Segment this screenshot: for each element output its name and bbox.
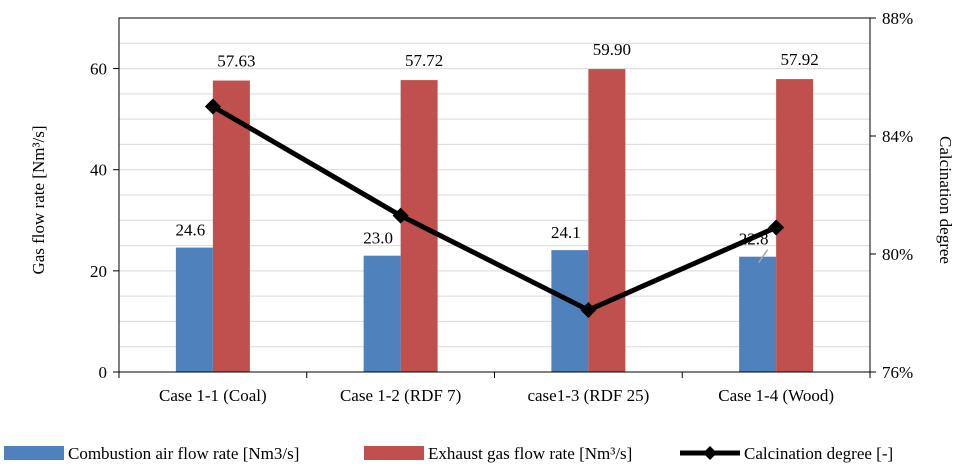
bar bbox=[776, 79, 814, 373]
y-tick-label: 0 bbox=[99, 363, 108, 382]
bar-data-label: 24.6 bbox=[176, 221, 206, 240]
x-tick-label: case1-3 (RDF 25) bbox=[527, 386, 649, 405]
bar bbox=[739, 256, 777, 372]
line-marker bbox=[392, 207, 409, 224]
axes-layer: 0 20 40 60 76% 80% 84% 88% Case 1-1 (Coal) Case 1… bbox=[90, 9, 913, 405]
data-labels-layer: 24.6 23.0 24.1 22.8 57.63 57.72 59.90 57.92 bbox=[176, 40, 819, 264]
bar bbox=[175, 247, 213, 372]
calcination-line bbox=[211, 104, 778, 313]
legend-label: Calcination degree [-] bbox=[744, 444, 893, 463]
bar-data-label: 23.0 bbox=[363, 229, 393, 248]
legend-swatch bbox=[4, 446, 64, 460]
y-tick-label: 20 bbox=[90, 262, 107, 281]
legend-label: Exhaust gas flow rate [Nm³/s] bbox=[428, 444, 632, 463]
legend-label: Combustion air flow rate [Nm3/s] bbox=[68, 444, 299, 463]
line-marker bbox=[204, 98, 221, 115]
y-tick-label: 40 bbox=[90, 161, 107, 180]
bar-data-label: 57.92 bbox=[781, 50, 819, 69]
y2-axis-title: Calcination degree bbox=[936, 136, 955, 264]
y-axis-title: Gas flow rate [Nm³/s] bbox=[29, 125, 48, 274]
legend-swatch bbox=[364, 446, 424, 460]
bar-data-label: 22.8 bbox=[739, 230, 769, 249]
label-leader-line bbox=[758, 249, 769, 264]
y2-tick-label: 88% bbox=[882, 9, 913, 28]
y-tick-label: 60 bbox=[90, 60, 107, 79]
bar-data-label: 57.72 bbox=[405, 51, 443, 70]
legend: Combustion air flow rate [Nm3/s] Exhaust … bbox=[4, 444, 893, 463]
line-marker bbox=[580, 302, 597, 319]
bar bbox=[212, 80, 250, 372]
y2-tick-label: 76% bbox=[882, 363, 913, 382]
y2-tick-label: 80% bbox=[882, 245, 913, 264]
bar-data-label: 59.90 bbox=[593, 40, 631, 59]
y2-tick-label: 84% bbox=[882, 127, 913, 146]
bars-layer bbox=[175, 69, 814, 373]
bar bbox=[363, 255, 401, 372]
x-tick-label: Case 1-1 (Coal) bbox=[159, 386, 267, 405]
line-layer bbox=[204, 98, 785, 319]
x-tick-label: Case 1-4 (Wood) bbox=[718, 386, 834, 405]
x-tick-label: Case 1-2 (RDF 7) bbox=[340, 386, 461, 405]
legend-marker bbox=[703, 446, 717, 460]
bar bbox=[588, 69, 626, 372]
line-marker bbox=[768, 219, 785, 236]
bar-data-label: 57.63 bbox=[217, 52, 255, 71]
bar-data-label: 24.1 bbox=[551, 223, 581, 242]
